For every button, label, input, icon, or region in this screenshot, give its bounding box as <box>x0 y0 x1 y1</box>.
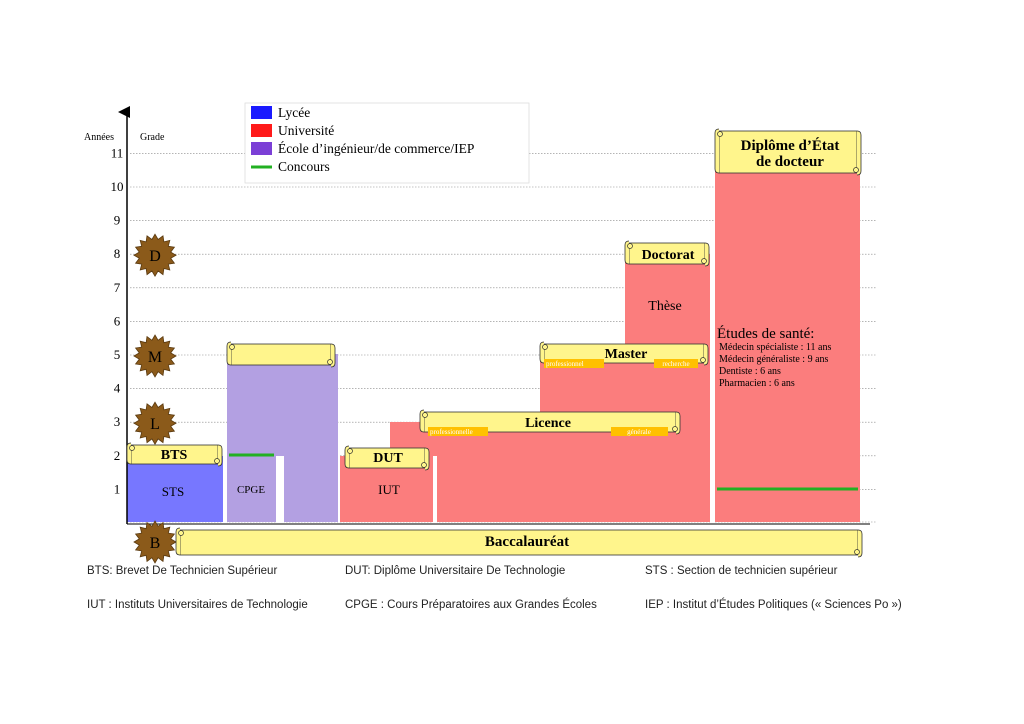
year-tick-label: 11 <box>111 145 124 160</box>
year-tick-labels: 1 2 3 4 5 6 7 8 9 10 11 <box>111 145 124 496</box>
docteur-scroll-line2: de docteur <box>756 154 824 170</box>
grade-star-m <box>133 334 177 378</box>
grade-star-l <box>133 401 177 445</box>
grade-star-b <box>133 520 177 564</box>
footnote-cpge: CPGE : Cours Préparatoires aux Grandes É… <box>345 599 597 611</box>
ecole-scroll <box>226 341 336 368</box>
licence-scroll-label: Licence <box>525 416 571 431</box>
grade-letter: L <box>150 416 160 433</box>
baccalaureat-scroll <box>175 527 863 558</box>
bts-scroll-label: BTS <box>161 448 188 463</box>
doctorat-scroll <box>624 240 710 267</box>
docteur-scroll <box>714 128 862 176</box>
sts-label: STS <box>162 484 184 499</box>
sante-line: Dentiste : 6 ans <box>719 366 781 377</box>
footnote-sts: STS : Section de technicien supérieur <box>645 565 838 577</box>
iut-label: IUT <box>378 482 400 497</box>
sante-block <box>715 150 860 522</box>
years-axis-label: Années <box>84 132 114 143</box>
docteur-scroll-line1: Diplôme d’État <box>741 137 840 154</box>
sante-line: Médecin généraliste : 9 ans <box>719 354 829 365</box>
grade-axis-label: Grade <box>140 132 165 143</box>
footnote-bts: BTS: Brevet De Technicien Supérieur <box>87 565 278 577</box>
footnote-dut: DUT: Diplôme Universitaire De Technologi… <box>345 565 566 577</box>
year-tick-label: 6 <box>114 313 121 328</box>
bts-scroll <box>126 442 223 467</box>
grade-letter: D <box>149 248 161 265</box>
master-scroll-label: Master <box>605 347 648 362</box>
block-separator <box>338 440 340 525</box>
legend-swatch <box>251 142 272 155</box>
grade-letter: B <box>150 535 161 552</box>
dut-scroll <box>344 445 430 471</box>
licence-gen-label: générale <box>627 428 651 436</box>
footnote-iut: IUT : Instituts Universitaires de Techno… <box>87 599 308 611</box>
year-tick-label: 1 <box>114 481 121 496</box>
master-rech-label: recherche <box>662 360 689 368</box>
grade-letter: M <box>148 349 162 366</box>
sante-line: Médecin spécialiste : 11 ans <box>719 342 831 353</box>
legend-label: Université <box>278 123 334 138</box>
master-pro-label: professionnel <box>546 360 584 368</box>
block-separator <box>223 440 227 525</box>
lycee-block <box>127 456 223 522</box>
cpge-label: CPGE <box>237 484 265 496</box>
legend-swatch <box>251 106 272 119</box>
master-pro-tag <box>544 359 604 368</box>
legend-frame <box>244 102 530 184</box>
licence-gen-tag <box>611 427 668 436</box>
sante-line: Pharmacien : 6 ans <box>719 378 795 389</box>
year-tick-label: 3 <box>114 414 121 429</box>
sante-title: Études de santé: <box>717 325 814 342</box>
licence-pro-label: professionnelle <box>430 428 473 436</box>
block-separator <box>276 456 284 525</box>
legend-swatch <box>251 124 272 137</box>
year-tick-label: 2 <box>114 448 121 463</box>
legend-label: Lycée <box>278 105 310 120</box>
block-separator <box>710 240 715 525</box>
doctorat-scroll-label: Doctorat <box>642 248 695 263</box>
footnote-iep: IEP : Institut d’Études Politiques (« Sc… <box>645 599 902 611</box>
licence-pro-tag <box>428 427 488 436</box>
master-rech-tag <box>654 359 698 368</box>
year-tick-label: 10 <box>111 179 124 194</box>
year-tick-label: 8 <box>114 246 121 261</box>
grade-markers: D M L B <box>133 233 177 564</box>
baccalaureat-scroll-label: Baccalauréat <box>485 534 569 550</box>
legend-label: École d’ingénieur/de commerce/IEP <box>278 141 474 156</box>
year-tick-label: 7 <box>114 280 121 295</box>
legend: Lycée Université École d’ingénieur/de comm… <box>244 102 530 184</box>
year-tick-label: 4 <box>114 381 121 396</box>
dut-scroll-label: DUT <box>373 451 403 466</box>
master-scroll <box>539 341 709 366</box>
block-separator <box>433 456 437 525</box>
grade-star-d <box>133 233 177 277</box>
these-label: Thèse <box>648 299 681 314</box>
year-tick-label: 9 <box>114 213 121 228</box>
year-tick-label: 5 <box>114 347 121 362</box>
universite-doctorat-block <box>625 254 710 522</box>
legend-label: Concours <box>278 159 330 174</box>
